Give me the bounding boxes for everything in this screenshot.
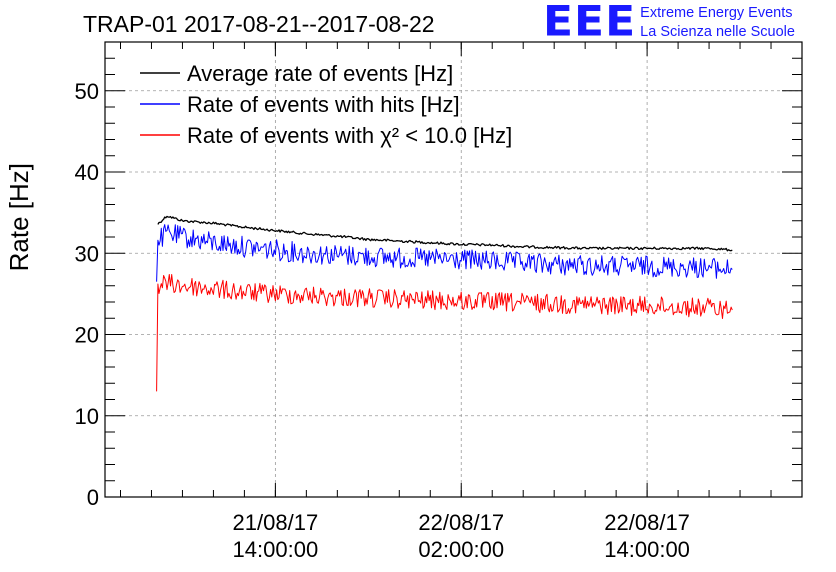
x-tick-labels: 21/08/1714:00:0022/08/1702:00:0022/08/17… (233, 510, 690, 562)
x-tick-label-date: 22/08/17 (604, 510, 690, 535)
y-tick-label: 10 (75, 404, 99, 429)
series-line (156, 224, 733, 282)
legend-entry: Rate of events with hits [Hz] (187, 92, 460, 117)
grid-lines (105, 42, 802, 497)
x-tick-label-date: 21/08/17 (233, 510, 319, 535)
x-tick-label-date: 22/08/17 (418, 510, 504, 535)
legend-entry: Average rate of events [Hz] (187, 61, 453, 86)
x-tick-label-time: 14:00:00 (604, 537, 690, 562)
x-tick-label-time: 14:00:00 (233, 537, 319, 562)
y-axis-label: Rate [Hz] (4, 163, 34, 271)
y-tick-labels: 0 10 20 30 40 50 (75, 79, 99, 510)
eee-logo-line1: Extreme Energy Events (640, 5, 793, 21)
eee-logo: EEE Extreme Energy Events La Scienza nel… (543, 0, 795, 46)
y-tick-label: 30 (75, 241, 99, 266)
series-line (156, 274, 733, 392)
y-tick-label: 20 (75, 323, 99, 348)
series-line (157, 215, 733, 252)
x-tick-label-time: 02:00:00 (418, 537, 504, 562)
axis-ticks (105, 41, 802, 498)
eee-logo-text: Extreme Energy Events La Scienza nelle S… (640, 4, 795, 42)
legend: Average rate of events [Hz] Rate of event… (140, 61, 512, 148)
legend-entry: Rate of events with χ² < 10.0 [Hz] (187, 123, 512, 148)
eee-logo-mark: EEE (543, 0, 637, 46)
series-layer (156, 215, 733, 392)
y-tick-label: 0 (87, 485, 99, 510)
y-tick-label: 40 (75, 160, 99, 185)
y-tick-label: 50 (75, 79, 99, 104)
eee-logo-line2: La Scienza nelle Scuole (640, 24, 795, 40)
chart-title: TRAP-01 2017-08-21--2017-08-22 (83, 11, 435, 37)
